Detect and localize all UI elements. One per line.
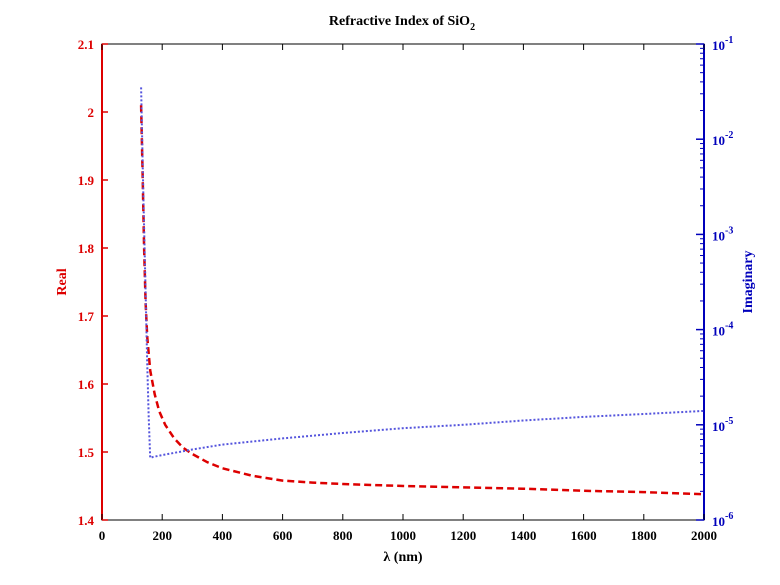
imaginary-series-line — [140, 87, 705, 459]
y-left-tick-label: 1.4 — [78, 513, 95, 528]
y-left-tick-label: 1.8 — [78, 241, 95, 256]
y-left-tick-label: 1.6 — [78, 377, 95, 392]
chart-title: Refractive Index of SiO2 — [329, 14, 475, 33]
x-tick-label: 200 — [152, 528, 172, 543]
y-right-tick-label: 10-1 — [712, 35, 733, 53]
chart-title-text: Refractive Index of SiO — [329, 14, 470, 29]
x-tick-label: 1600 — [571, 528, 597, 543]
tick-layer: 0 200 400 600 800 1000 1200 1400 1600 1800 2000 1.4… — [78, 35, 734, 543]
y-left-tick-label: 1.7 — [78, 309, 95, 324]
x-tick-label: 1400 — [510, 528, 536, 543]
y-left-tick-label: 1.5 — [78, 445, 95, 460]
y-right-tick-label: 10-5 — [712, 416, 733, 434]
x-tick-label: 800 — [333, 528, 353, 543]
y-right-tick-label: 10-2 — [712, 130, 733, 148]
y-left-tick-label: 1.9 — [78, 173, 95, 188]
y-axis-right-label: Imaginary — [741, 251, 756, 314]
x-tick-label: 1200 — [450, 528, 476, 543]
y-right-tick-label: 10-4 — [712, 321, 733, 339]
y-left-tick-label: 2 — [88, 105, 95, 120]
x-tick-label: 2000 — [691, 528, 717, 543]
x-tick-label: 1000 — [390, 528, 416, 543]
x-axis-label: λ (nm) — [383, 550, 422, 565]
y-left-tick-label: 2.1 — [78, 37, 94, 52]
series-layer — [139, 87, 705, 496]
real-series-line — [139, 105, 705, 496]
x-tick-label: 600 — [273, 528, 293, 543]
x-tick-label: 1800 — [631, 528, 657, 543]
y-right-tick-label: 10-3 — [712, 225, 733, 243]
x-tick-label: 400 — [213, 528, 233, 543]
chart-title-subscript: 2 — [470, 22, 475, 33]
x-tick-label: 0 — [99, 528, 106, 543]
y-right-tick-label: 10-6 — [712, 511, 733, 529]
y-axis-left-label: Real — [55, 268, 70, 295]
